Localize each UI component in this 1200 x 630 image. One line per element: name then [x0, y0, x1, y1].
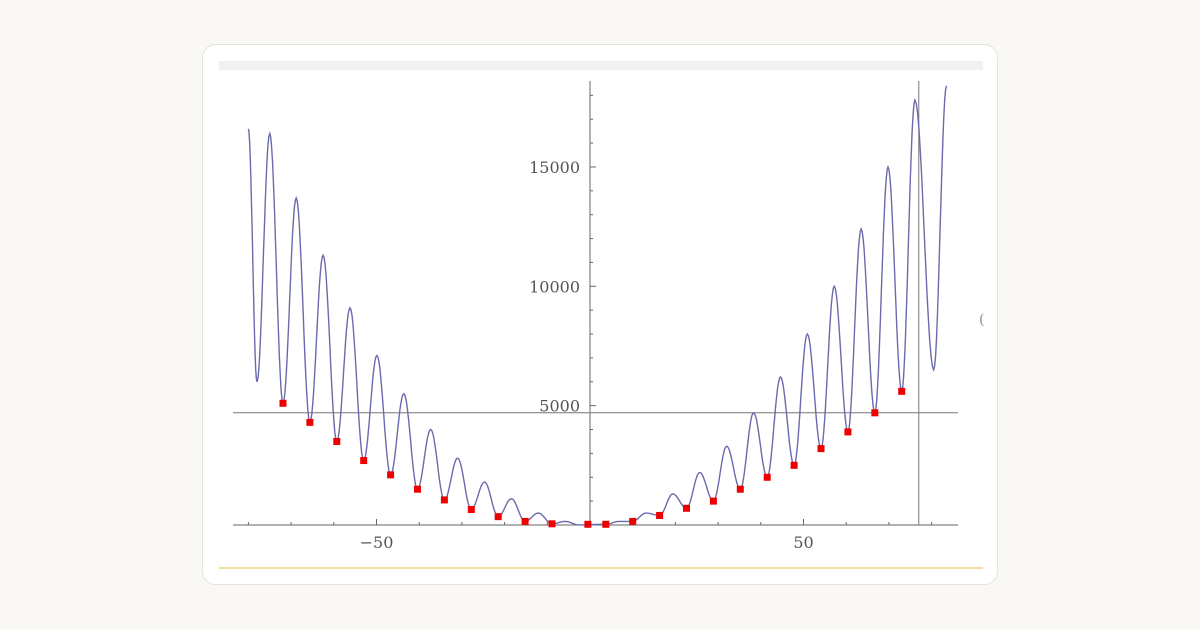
curve-layer	[247, 85, 948, 526]
data-point	[360, 457, 368, 465]
data-point	[629, 517, 637, 525]
data-point	[279, 399, 287, 407]
data-point	[844, 428, 852, 436]
x-tick-label: −50	[360, 533, 394, 552]
points-layer	[279, 387, 906, 528]
data-point	[387, 471, 395, 479]
data-point	[763, 473, 771, 481]
data-point	[898, 387, 906, 395]
data-point	[333, 437, 341, 445]
data-point	[584, 520, 592, 528]
data-point	[871, 409, 879, 417]
card-bottom-bar	[219, 567, 983, 569]
oscillating-curve	[247, 85, 948, 526]
data-point	[306, 418, 314, 426]
card-top-bar	[219, 61, 983, 70]
data-point	[440, 496, 448, 504]
data-point	[656, 511, 664, 519]
data-point	[683, 504, 691, 512]
data-point	[521, 517, 529, 525]
data-point	[548, 520, 556, 528]
data-point	[736, 485, 744, 493]
y-tick-label: 5000	[539, 397, 580, 416]
data-point	[602, 520, 610, 528]
labels-layer: −50 50 5000 10000 15000	[360, 158, 814, 552]
data-point	[413, 485, 421, 493]
edge-glyph: (	[979, 312, 984, 328]
y-tick-label: 15000	[529, 158, 580, 177]
data-point	[790, 461, 798, 469]
chart-card: −50 50 5000 10000 15000 (	[202, 44, 998, 585]
data-point	[817, 445, 825, 453]
axes-layer	[233, 81, 958, 526]
y-tick-label: 10000	[529, 277, 580, 296]
data-point	[494, 513, 502, 521]
chart-plot: −50 50 5000 10000 15000 (	[233, 81, 984, 552]
data-point	[709, 497, 717, 505]
x-tick-label: 50	[793, 533, 813, 552]
data-point	[467, 505, 475, 513]
